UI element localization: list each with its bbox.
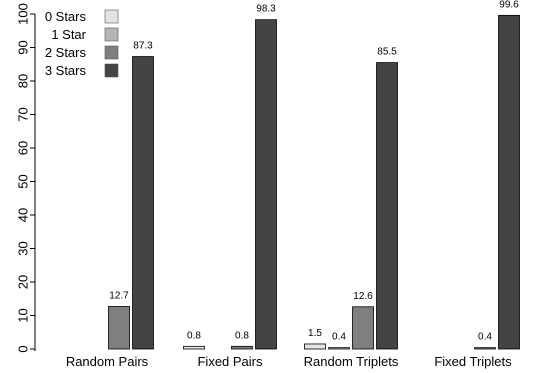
bar-value-label: 99.6 <box>499 0 519 10</box>
bar <box>255 19 277 350</box>
legend-label: 3 Stars <box>45 63 87 78</box>
legend-label: 0 Stars <box>45 9 87 24</box>
bar <box>231 345 253 350</box>
x-category-label: Fixed Triplets <box>434 354 512 369</box>
bar <box>328 347 350 350</box>
x-category-label: Fixed Pairs <box>197 354 263 369</box>
legend-swatch <box>104 45 119 60</box>
y-tick-label: 10 <box>16 308 31 322</box>
legend-swatch <box>104 63 119 78</box>
bar <box>108 306 130 350</box>
bar <box>183 345 205 350</box>
bar-value-label: 0.4 <box>332 332 346 343</box>
y-tick-label: 90 <box>16 40 31 54</box>
x-category-label: Random Pairs <box>66 354 149 369</box>
bar-value-label: 12.7 <box>109 290 129 301</box>
bars-group <box>108 14 520 350</box>
y-tick-label: 80 <box>16 74 31 88</box>
value-labels-group: 12.7 87.3 0.8 0.8 98.3 1.5 0.4 12.6 85.5 0.4 99.6 <box>109 0 519 343</box>
bar <box>352 306 374 350</box>
legend: 0 Stars 1 Star 2 Stars 3 Stars <box>45 9 119 78</box>
y-axis: 0 10 20 30 40 50 60 70 80 90 100 <box>16 3 36 353</box>
y-tick-label: 20 <box>16 275 31 289</box>
legend-label: 1 Star <box>51 27 86 42</box>
y-tick-label: 40 <box>16 208 31 222</box>
legend-label: 2 Stars <box>45 45 87 60</box>
bar-value-label: 12.6 <box>353 291 373 302</box>
legend-swatch <box>104 27 119 42</box>
x-axis: Random Pairs Fixed Pairs Random Triplets Fi… <box>66 354 512 369</box>
x-category-label: Random Triplets <box>304 354 399 369</box>
y-tick-label: 50 <box>16 174 31 188</box>
bar <box>304 343 326 350</box>
y-tick-label: 70 <box>16 107 31 121</box>
y-tick-label: 60 <box>16 141 31 155</box>
bar <box>498 14 520 350</box>
y-tick-label: 30 <box>16 241 31 255</box>
bar <box>132 56 154 350</box>
bar-value-label: 0.4 <box>478 332 492 343</box>
bar-value-label: 0.8 <box>187 330 201 341</box>
bar-value-label: 85.5 <box>377 47 397 58</box>
bar-value-label: 0.8 <box>235 330 249 341</box>
legend-swatch <box>104 9 119 24</box>
bar-value-label: 98.3 <box>256 4 276 15</box>
bar-value-label: 1.5 <box>308 328 322 339</box>
y-tick-label: 0 <box>16 345 31 352</box>
y-tick-label: 100 <box>16 3 31 25</box>
bar <box>376 62 398 350</box>
bar <box>474 347 496 350</box>
bar-value-label: 87.3 <box>133 41 153 52</box>
